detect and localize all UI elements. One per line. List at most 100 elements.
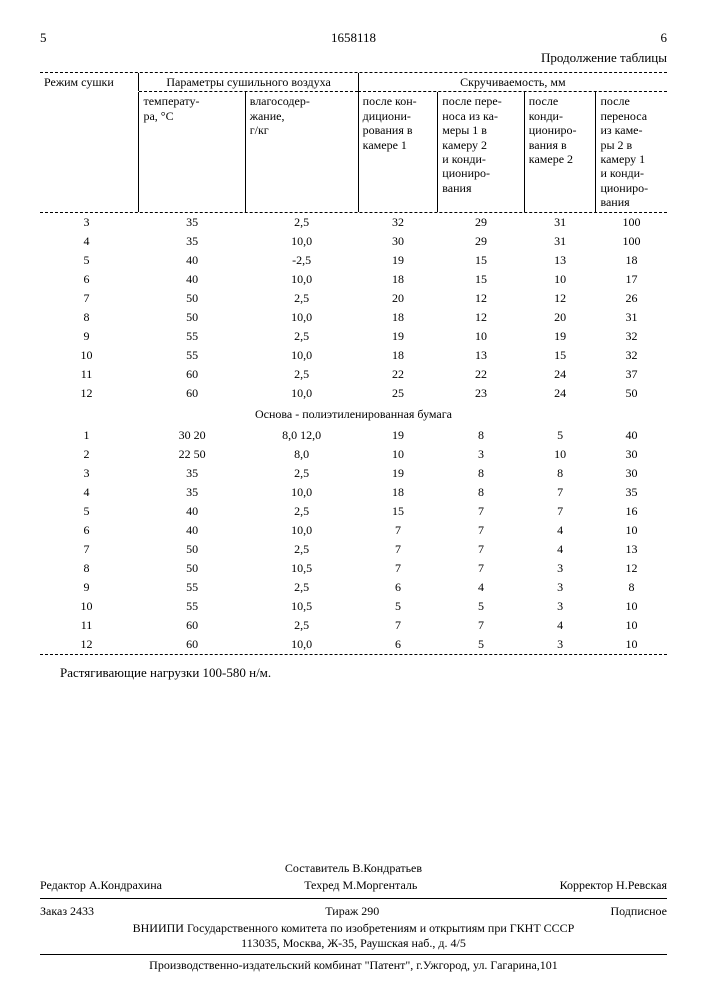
table-cell: 15 <box>524 346 596 365</box>
table-cell: 20 <box>358 289 438 308</box>
techred: Техред М.Моргенталь <box>304 878 417 893</box>
table-cell: 2 <box>40 445 139 464</box>
table-cell: 30 20 <box>139 426 245 445</box>
table-cell: 31 <box>524 232 596 251</box>
table-cell: 8 <box>40 559 139 578</box>
table-cell: 10 <box>524 445 596 464</box>
doc-number: 1658118 <box>47 30 661 46</box>
table-cell: 10,5 <box>245 597 358 616</box>
col-r4: после переноса из каме- ры 2 в камеру 1 … <box>596 92 667 211</box>
table-cell: 19 <box>524 327 596 346</box>
table-cell: 24 <box>524 365 596 384</box>
table-cell: 2,5 <box>245 327 358 346</box>
table-cell: 10 <box>358 445 438 464</box>
table-cell: 7 <box>524 483 596 502</box>
table-cell: 2,5 <box>245 289 358 308</box>
table-cell: 10,0 <box>245 521 358 540</box>
table-cell: 60 <box>139 616 245 635</box>
table-cell: 4 <box>524 540 596 559</box>
table-row: 5402,5157716 <box>40 502 667 521</box>
table-cell: 35 <box>139 464 245 483</box>
table-cell: 10 <box>596 597 667 616</box>
table-cell: 35 <box>139 232 245 251</box>
table-cell: 4 <box>524 616 596 635</box>
page-header: 5 1658118 6 <box>40 30 667 46</box>
table-cell: 22 <box>438 365 525 384</box>
table-cell: 35 <box>139 483 245 502</box>
order-num: Заказ 2433 <box>40 904 94 919</box>
table-cell: 50 <box>596 384 667 403</box>
table-cell: 4 <box>524 521 596 540</box>
table-cell: 3 <box>524 635 596 654</box>
table-cell: 22 <box>358 365 438 384</box>
table-cell: 37 <box>596 365 667 384</box>
table-cell: 40 <box>139 251 245 270</box>
table-cell: 60 <box>139 365 245 384</box>
table-cell: 60 <box>139 384 245 403</box>
col-group3: Скручиваемость, мм <box>358 73 667 91</box>
table-cell: 4 <box>438 578 525 597</box>
table-cell: 9 <box>40 578 139 597</box>
podpisnoe: Подписное <box>610 904 667 919</box>
table-cell: 7 <box>438 502 525 521</box>
continuation-label: Продолжение таблицы <box>40 50 667 66</box>
data-table: Режим сушки Параметры сушильного воздуха… <box>40 72 667 655</box>
table-row: 105510,018131532 <box>40 346 667 365</box>
table-cell: 2,5 <box>245 213 358 232</box>
table-cell: 10,0 <box>245 270 358 289</box>
table-row: 85010,577312 <box>40 559 667 578</box>
table-cell: 7 <box>358 559 438 578</box>
table-cell: 18 <box>358 346 438 365</box>
table-cell: 18 <box>596 251 667 270</box>
table-row: 105510,555310 <box>40 597 667 616</box>
table-cell: 7 <box>358 521 438 540</box>
col-r2: после пере- носа из ка- меры 1 в камеру … <box>438 92 525 211</box>
right-page-num: 6 <box>661 30 668 46</box>
table-row: 222 508,01031030 <box>40 445 667 464</box>
table-cell: 7 <box>358 616 438 635</box>
table-cell: 18 <box>358 270 438 289</box>
table-cell: 18 <box>358 308 438 327</box>
table-cell: 12 <box>438 308 525 327</box>
note-text: Растягивающие нагрузки 100-580 н/м. <box>60 665 667 681</box>
table-row: 11602,522222437 <box>40 365 667 384</box>
table-cell: 10 <box>40 346 139 365</box>
table-cell: 13 <box>524 251 596 270</box>
table-cell: 7 <box>438 540 525 559</box>
table-cell: 8 <box>596 578 667 597</box>
table-row: 540-2,519151318 <box>40 251 667 270</box>
table-cell: 100 <box>596 213 667 232</box>
table-cell: 10,0 <box>245 346 358 365</box>
table-cell: 22 50 <box>139 445 245 464</box>
table-cell: 10,0 <box>245 483 358 502</box>
table-cell: 23 <box>438 384 525 403</box>
table-cell: 8,0 12,0 <box>245 426 358 445</box>
table-row: 9552,519101932 <box>40 327 667 346</box>
table-cell: 55 <box>139 346 245 365</box>
table-cell: 60 <box>139 635 245 654</box>
table-cell: 5 <box>438 635 525 654</box>
table-cell: 40 <box>139 521 245 540</box>
table-cell: 7 <box>438 521 525 540</box>
table-cell: 35 <box>596 483 667 502</box>
table-cell: 8 <box>40 308 139 327</box>
table-cell: 11 <box>40 365 139 384</box>
table-cell: 10,0 <box>245 384 358 403</box>
table-cell: 6 <box>40 270 139 289</box>
table-cell: 20 <box>524 308 596 327</box>
table-cell: 10 <box>596 521 667 540</box>
table-cell: 2,5 <box>245 365 358 384</box>
table-cell: 25 <box>358 384 438 403</box>
editor: Редактор А.Кондрахина <box>40 878 162 893</box>
table-cell: 32 <box>358 213 438 232</box>
col-group1: Режим сушки <box>40 73 139 91</box>
table-cell: 2,5 <box>245 502 358 521</box>
table-cell: 50 <box>139 540 245 559</box>
table-cell: 24 <box>524 384 596 403</box>
org-name: ВНИИПИ Государственного комитета по изоб… <box>40 921 667 936</box>
table-cell: 3 <box>524 559 596 578</box>
printer: Производственно-издательский комбинат "П… <box>40 958 667 973</box>
table-cell: 12 <box>596 559 667 578</box>
table-cell: 10 <box>596 635 667 654</box>
table-cell: 7 <box>40 540 139 559</box>
